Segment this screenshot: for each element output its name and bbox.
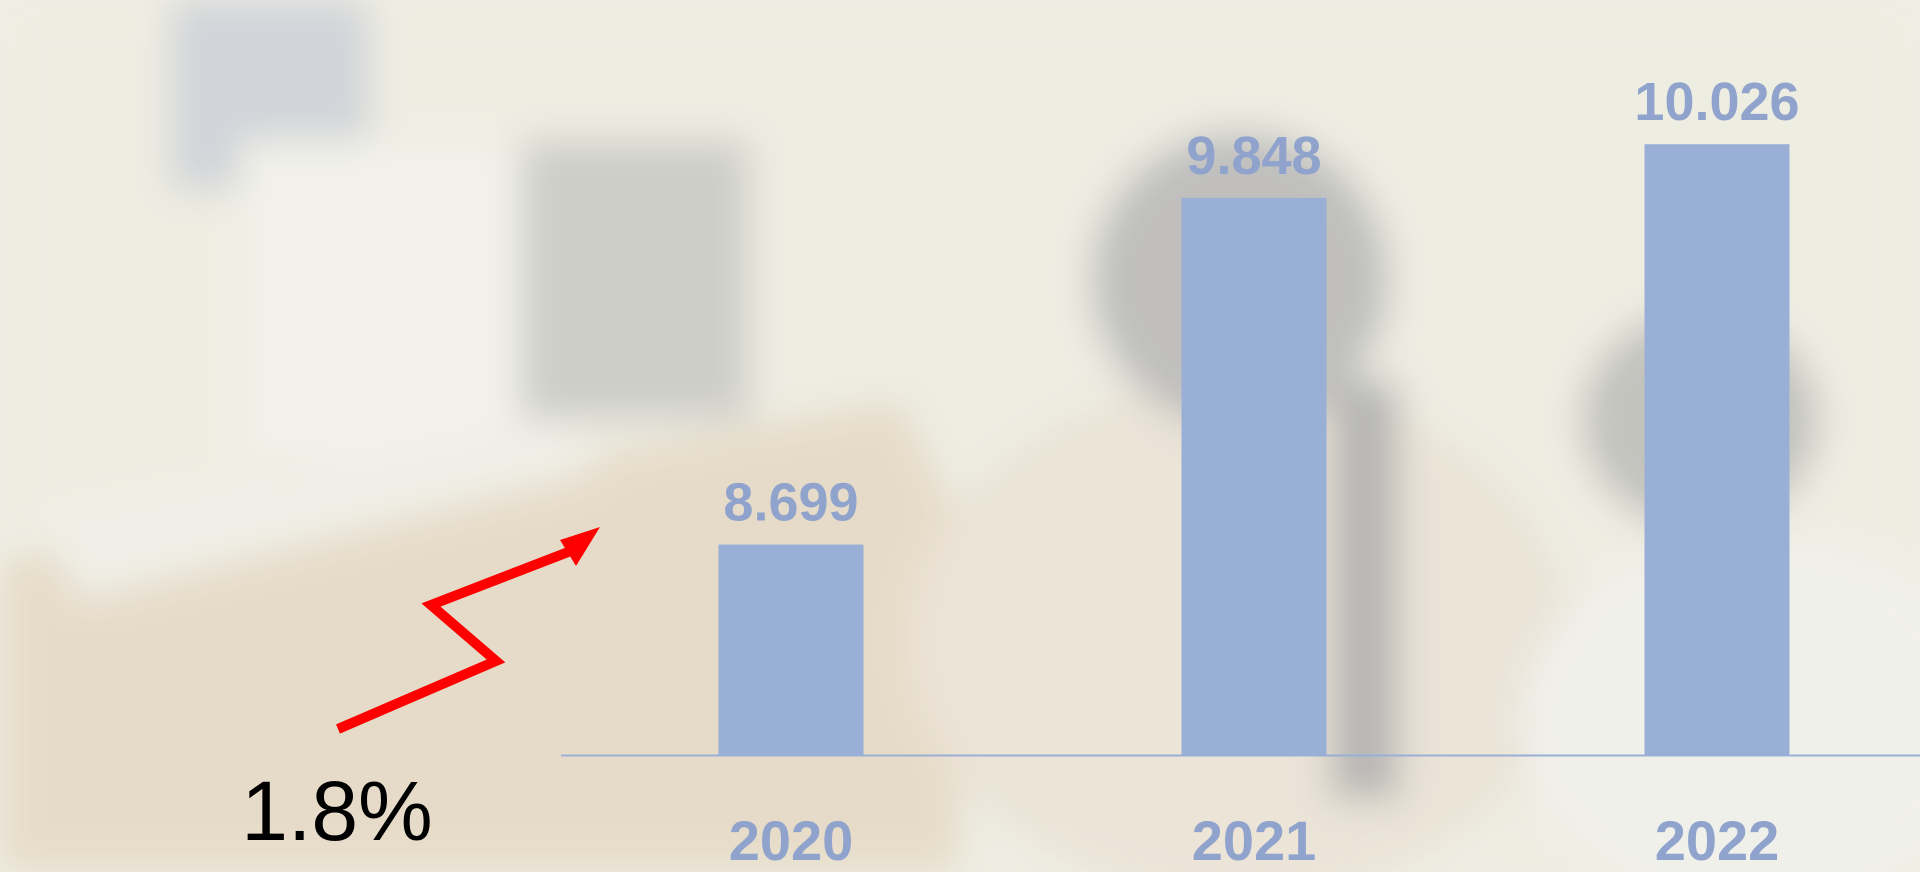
value-label: 10.026 <box>1634 72 1799 132</box>
page: {"chart_data": {"type": "bar", "categori… <box>0 0 1920 872</box>
bar <box>719 545 864 756</box>
value-label: 9.848 <box>1186 126 1321 186</box>
bar <box>1182 198 1327 756</box>
x-tick-label: 2022 <box>1655 809 1780 872</box>
x-tick-label: 2020 <box>729 809 854 872</box>
value-label: 8.699 <box>723 473 858 533</box>
bar <box>1645 144 1790 755</box>
background-photo <box>0 0 1920 872</box>
annotation: 1.8% <box>241 764 432 858</box>
chart: 1.8% 8.699 2020 9.848 2021 10.026 2022 <box>0 0 1920 872</box>
x-tick-label: 2021 <box>1192 809 1317 872</box>
